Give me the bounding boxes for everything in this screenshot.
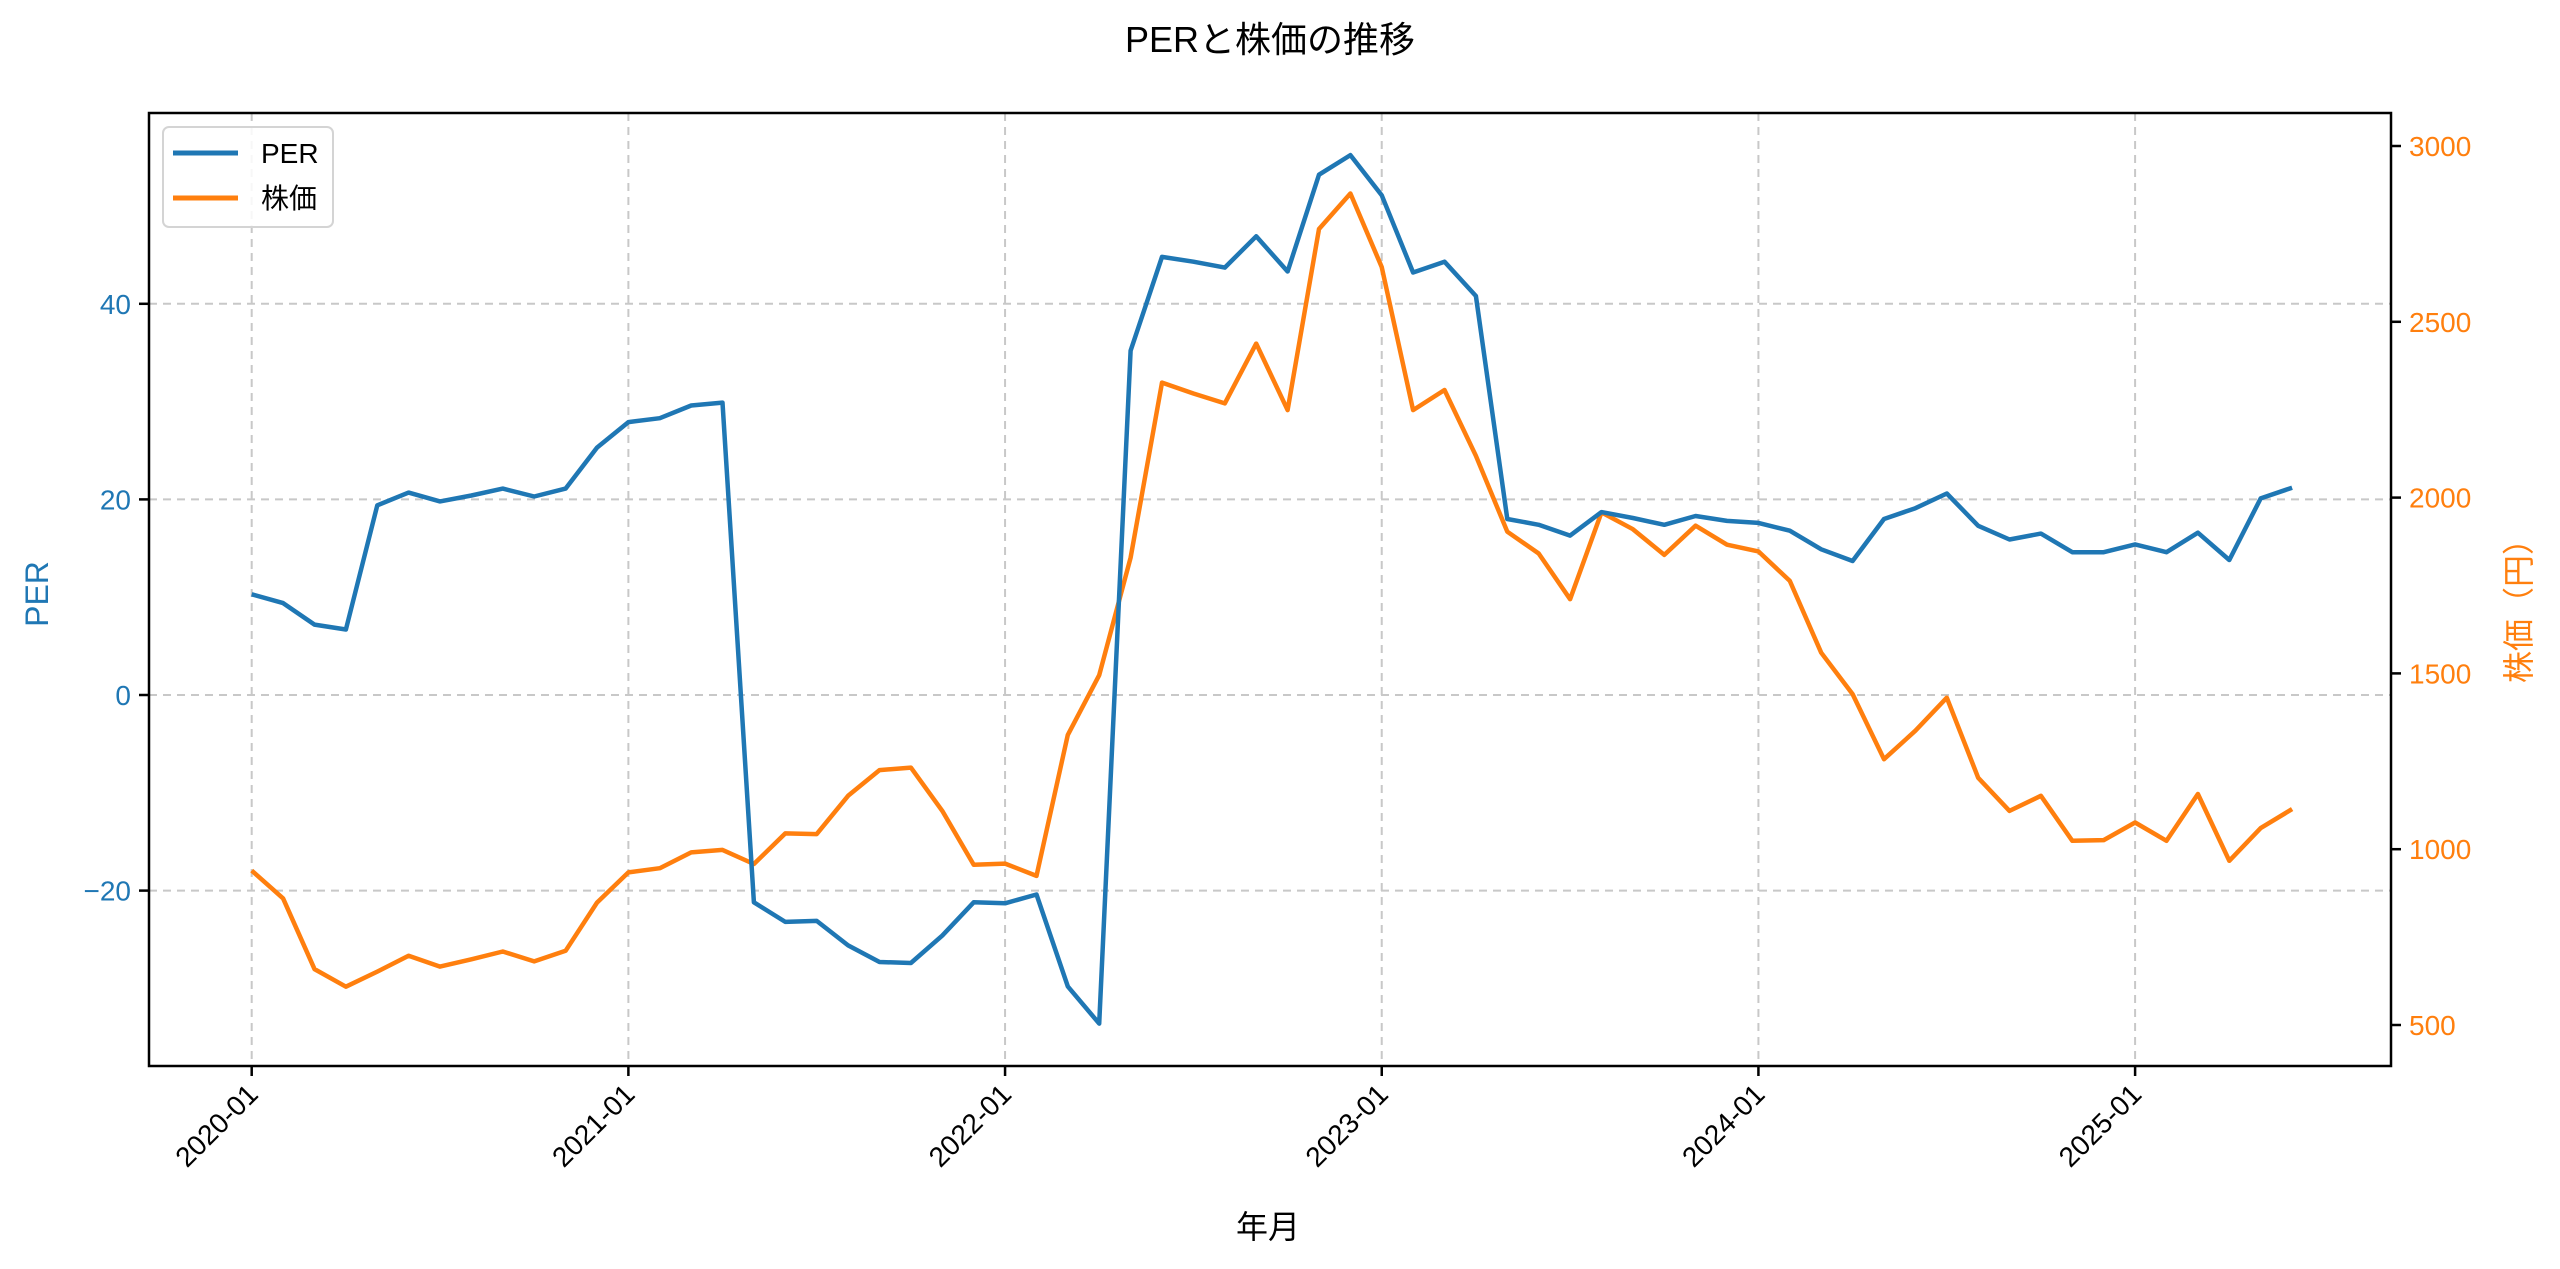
legend: PER 株価: [162, 126, 334, 228]
x-tick-label: 2025-01: [2053, 1078, 2148, 1173]
legend-price-label: 株価: [261, 183, 317, 214]
left-y-tick-label: 0: [115, 680, 131, 711]
right-y-tick-label: 1000: [2409, 834, 2471, 865]
left-y-axis-label: PER: [19, 561, 55, 627]
right-y-axis-label: 株価（円）: [2501, 523, 2537, 683]
price-line: [250, 191, 2294, 989]
x-axis-label: 年月: [1236, 1209, 1300, 1245]
x-axis-ticks: 2020-01 2021-01 2022-01 2023-01 2024-01 2025-…: [169, 1066, 2147, 1173]
plot-series: [250, 152, 2294, 1026]
x-tick-label: 2021-01: [546, 1078, 641, 1173]
left-y-tick-label: 40: [100, 289, 131, 320]
left-y-tick-label: −20: [84, 876, 132, 907]
x-tick-label: 2023-01: [1299, 1078, 1394, 1173]
x-tick-label: 2020-01: [169, 1078, 264, 1173]
legend-per-label: PER: [261, 138, 319, 169]
right-y-axis-ticks: 3000 2500 2000 1500 1000 500: [2391, 131, 2471, 1041]
right-y-tick-label: 1500: [2409, 658, 2471, 689]
grid-lines: [149, 113, 2391, 1066]
right-y-tick-label: 3000: [2409, 131, 2471, 162]
x-tick-label: 2024-01: [1676, 1078, 1771, 1173]
chart-title: PERと株価の推移: [1125, 19, 1415, 60]
right-y-tick-label: 500: [2409, 1010, 2456, 1041]
x-tick-label: 2022-01: [923, 1078, 1018, 1173]
left-y-tick-label: 20: [100, 484, 131, 515]
right-y-tick-label: 2000: [2409, 483, 2471, 514]
per-line: [251, 152, 2293, 1026]
left-y-axis-ticks: 40 20 0 −20: [84, 289, 149, 907]
plot-frame: [147, 111, 2393, 1068]
right-y-tick-label: 2500: [2409, 307, 2471, 338]
